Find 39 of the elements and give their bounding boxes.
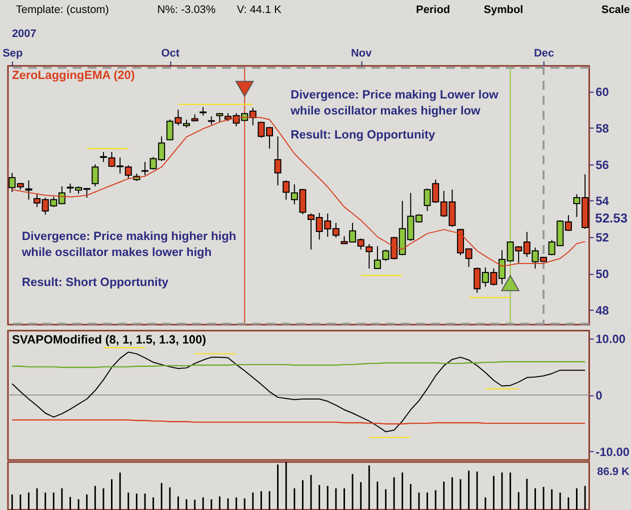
- y-tick-label: 52: [596, 230, 610, 245]
- line-series: [12, 352, 586, 432]
- text: Scale: [601, 4, 630, 16]
- y-tick-label: 0: [596, 388, 603, 403]
- y-tick-label: 50: [596, 267, 610, 282]
- text: 86.9 K: [597, 466, 630, 478]
- text: 52.53: [595, 210, 628, 226]
- candlestick: [25, 180, 32, 200]
- annotation: Divergence: Price making higher high: [22, 229, 236, 244]
- y-tick-label: 60: [596, 84, 610, 99]
- y-tick-label: 54: [596, 194, 610, 208]
- text: V: 44.1 K: [236, 4, 282, 16]
- y-tick-label: 56: [596, 158, 610, 172]
- candlestick: [274, 136, 282, 186]
- text: 2007: [12, 28, 36, 40]
- text: Period: [416, 4, 450, 16]
- annotation: Result: Long Opportunity: [290, 128, 436, 142]
- candlestick: [366, 244, 373, 270]
- x-tick-label: Oct: [161, 47, 180, 60]
- text: Template: (custom): [16, 4, 109, 16]
- y-tick-label: 48: [596, 304, 610, 318]
- annotation: while oscillator makes lower high: [20, 245, 212, 259]
- text: ZeroLaggingEMA (20): [12, 68, 135, 82]
- annotation: Result: Short Opportunity: [22, 274, 169, 289]
- y-tick-label: 10.00: [596, 332, 626, 346]
- y-tick-label: 58: [596, 121, 610, 136]
- text: Symbol: [484, 4, 524, 16]
- candlestick: [282, 180, 290, 200]
- series-label: SVAPOModified (8, 1, 1.5, 1.3, 100): [12, 332, 206, 347]
- text: N%: -3.03%: [157, 4, 216, 16]
- annotation: Divergence: Price making Lower low: [290, 88, 499, 102]
- y-tick-label: -10.00: [596, 445, 630, 460]
- x-tick-label: Dec: [534, 47, 554, 60]
- x-tick-label: Sep: [2, 47, 23, 60]
- candlestick: [141, 161, 148, 176]
- candlestick: [92, 164, 99, 187]
- candlestick: [216, 112, 224, 123]
- x-tick-label: Nov: [351, 47, 373, 60]
- annotation: while oscillator makes higher low: [290, 104, 482, 118]
